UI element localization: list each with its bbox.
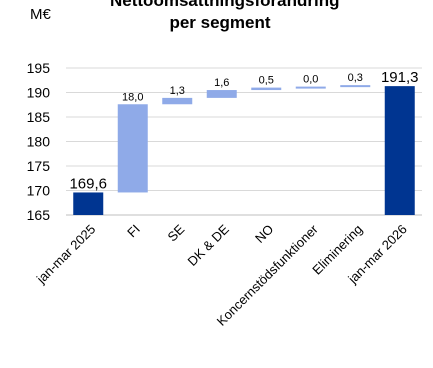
y-tick-label: 180 — [27, 134, 51, 150]
bar-delta — [207, 90, 237, 98]
bar-delta — [340, 85, 370, 87]
y-tick-label: 175 — [27, 158, 51, 174]
x-tick-label: FI — [124, 222, 143, 241]
x-tick-label: DK & DE — [184, 221, 232, 269]
x-tick-label: jan-mar 2025 — [33, 222, 98, 287]
data-label: 1,6 — [214, 77, 229, 89]
y-tick-label: 190 — [27, 85, 51, 101]
bar-total — [385, 86, 415, 215]
data-label: 1,3 — [170, 85, 185, 97]
y-tick-label: 185 — [27, 109, 51, 125]
data-label: 18,0 — [122, 91, 143, 103]
bar-delta — [162, 98, 192, 104]
bars — [73, 85, 415, 215]
y-tick-label: 165 — [27, 207, 51, 223]
y-tick-label: 195 — [27, 60, 51, 76]
x-tick-label: NO — [252, 222, 276, 246]
bar-total — [73, 192, 103, 215]
data-label: 0,0 — [303, 74, 318, 86]
data-label: 191,3 — [381, 69, 419, 86]
data-label: 0,3 — [348, 72, 363, 84]
bar-delta — [118, 104, 148, 192]
x-tick-label: SE — [165, 221, 188, 244]
data-label: 169,6 — [69, 175, 107, 192]
bar-delta — [251, 88, 281, 90]
bar-delta — [296, 87, 326, 89]
y-tick-label: 170 — [27, 183, 51, 199]
data-label: 0,5 — [259, 75, 274, 87]
y-axis-ticks: 165 170 175 180 185 190 195 — [27, 60, 51, 223]
